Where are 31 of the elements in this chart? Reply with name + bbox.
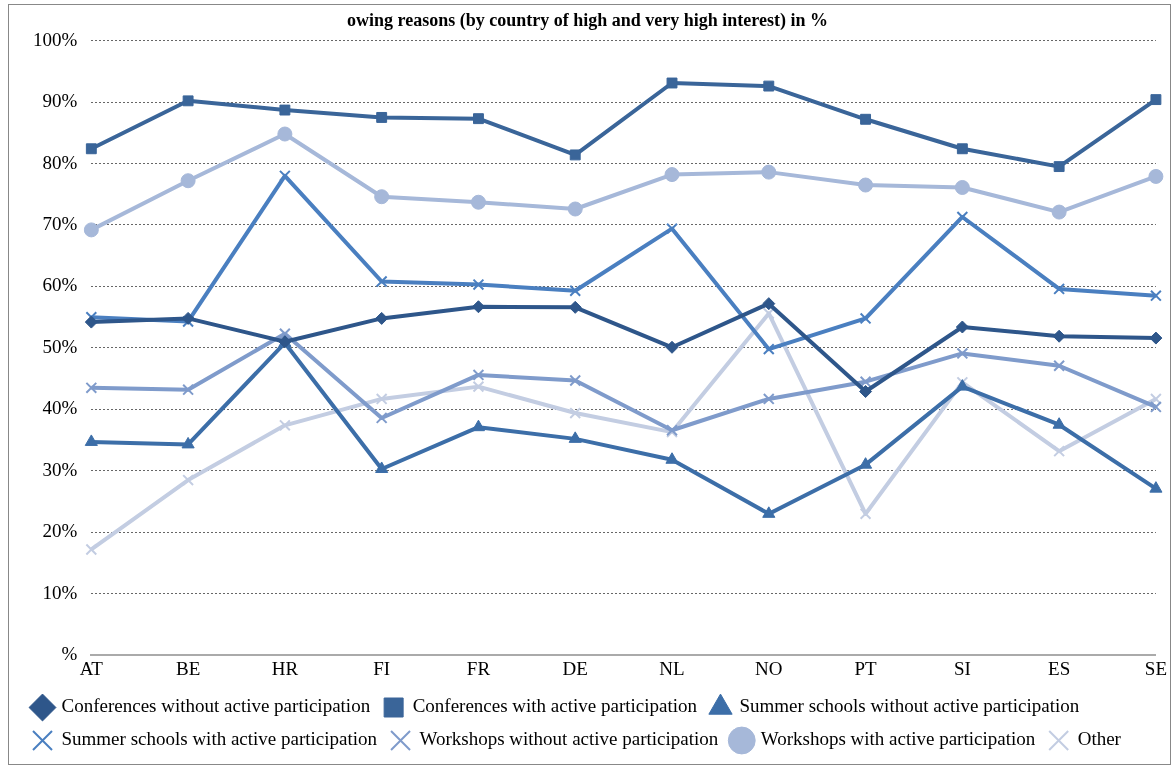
- legend-label: Workshops without active participation: [419, 728, 719, 750]
- y-tick-label: 20%: [42, 520, 78, 542]
- x-tick-label: SI: [953, 657, 971, 679]
- x-tick-label: NO: [755, 657, 783, 679]
- legend-label: Summer schools with active participation: [61, 728, 378, 750]
- x-tick-label: PT: [854, 657, 878, 679]
- legend-label: Summer schools without active participation: [739, 695, 1080, 717]
- y-tick-label: 70%: [42, 212, 78, 234]
- y-tick-label: 10%: [42, 581, 78, 603]
- chart-title: owing reasons (by country of high and very high interest) in %: [347, 10, 828, 32]
- x-tick-label: BE: [175, 657, 201, 679]
- legend-label: Conferences with active participation: [412, 695, 698, 717]
- y-tick-label: 40%: [42, 397, 78, 419]
- legend-label: Other: [1077, 728, 1122, 750]
- x-tick-label: NL: [659, 657, 685, 679]
- x-tick-label: AT: [79, 657, 104, 679]
- x-tick-label: SE: [1144, 657, 1168, 679]
- x-tick-label: HR: [271, 657, 299, 679]
- legend-label: Workshops with active participation: [760, 728, 1036, 750]
- y-tick-label: %: [61, 643, 78, 665]
- y-tick-label: 100%: [33, 28, 78, 50]
- y-tick-label: 90%: [42, 90, 78, 112]
- y-tick-label: 50%: [42, 335, 78, 357]
- legend-label: Conferences without active participation: [61, 695, 371, 717]
- y-tick-label: 30%: [42, 458, 78, 480]
- x-tick-label: FI: [373, 657, 391, 679]
- y-tick-label: 80%: [42, 151, 78, 173]
- x-tick-label: FR: [466, 657, 491, 679]
- x-tick-label: ES: [1048, 657, 1071, 679]
- y-tick-label: 60%: [42, 274, 78, 296]
- x-tick-label: DE: [562, 657, 588, 679]
